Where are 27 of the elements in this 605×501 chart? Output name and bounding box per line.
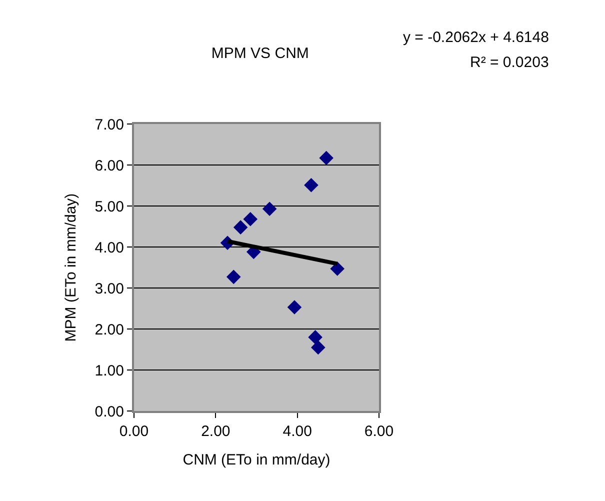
text: y = -0.2062x + 4.6148 <box>403 29 549 46</box>
point <box>311 340 326 355</box>
y-tick-label: 1.00 <box>94 362 124 380</box>
point <box>304 178 318 192</box>
text: R² = 0.0203 <box>470 54 549 71</box>
point <box>330 262 344 276</box>
x-tick-label: 0.00 <box>119 423 149 440</box>
y-tick-label: 7.00 <box>94 116 124 134</box>
y-tick-label: 4.00 <box>94 239 124 256</box>
point <box>262 202 277 216</box>
y-tick-label: 3.00 <box>94 280 124 298</box>
y-tick-label: 5.00 <box>94 198 124 216</box>
point <box>287 300 302 314</box>
y-tick-label: 0.00 <box>94 403 124 420</box>
chart-title: MPM VS CNM <box>211 44 309 62</box>
x-tick-label: 6.00 <box>364 423 394 440</box>
point <box>233 220 248 234</box>
y-tick-label: 2.00 <box>94 321 124 338</box>
point <box>319 150 334 166</box>
x-tick-label: 2.00 <box>201 423 230 440</box>
point <box>308 330 322 344</box>
y-axis-title: MPM (ETo in mm/day) <box>62 193 80 342</box>
y-tick-label: 6.00 <box>94 157 124 174</box>
x-axis-title: CNM (ETo in mm/day) <box>182 452 330 468</box>
point <box>243 212 258 226</box>
point <box>226 270 241 284</box>
x-tick-label: 4.00 <box>282 423 312 440</box>
